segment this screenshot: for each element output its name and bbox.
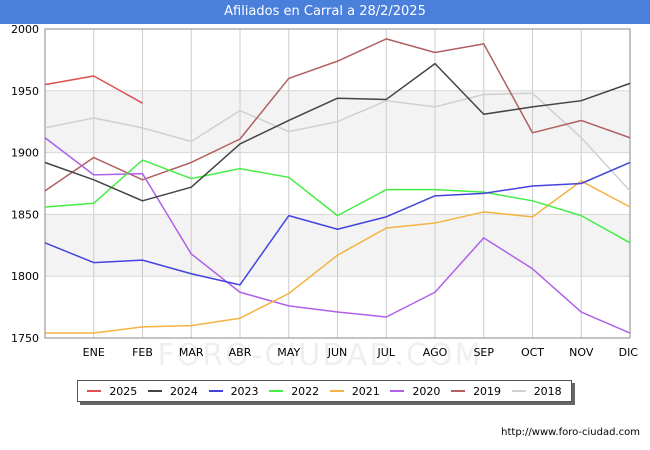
series-line-2018 xyxy=(44,92,631,192)
legend-item-2020: 2020 xyxy=(390,385,440,398)
plot-border xyxy=(44,28,631,339)
x-axis-ticks: ENE FEB MAR ABR MAY JUN JUL AGO SEP OCT NOV DIC xyxy=(83,346,639,359)
legend-label: 2022 xyxy=(291,384,320,398)
x-tick-label: MAR xyxy=(179,346,204,359)
legend-label: 2025 xyxy=(109,384,138,398)
series-line-2025 xyxy=(44,75,143,104)
legend-swatch xyxy=(451,390,466,392)
plot-frame xyxy=(44,28,631,339)
legend-label: 2020 xyxy=(412,384,441,398)
legend-label: 2024 xyxy=(169,384,198,398)
x-tick-label: JUL xyxy=(377,346,396,359)
legend: 2025 2024 2023 2022 2021 2020 2019 2018 xyxy=(77,380,572,402)
series-line-2023 xyxy=(44,161,631,286)
legend-item-2021: 2021 xyxy=(329,384,380,398)
x-tick-label: AGO xyxy=(423,346,448,359)
y-tick-label: 1800 xyxy=(11,270,39,283)
x-tick-label: ABR xyxy=(229,346,252,359)
legend-item-2018: 2018 xyxy=(511,384,562,398)
legend-swatch xyxy=(208,390,223,392)
y-tick-label: 1750 xyxy=(11,332,39,345)
series-line-2024 xyxy=(44,62,631,202)
y-tick-label: 1850 xyxy=(11,208,39,221)
chart-title: Afiliados en Carral a 28/2/2025 xyxy=(0,0,650,24)
series-line-2020 xyxy=(44,137,631,334)
x-tick-label: FEB xyxy=(132,346,153,359)
legend-label: 2019 xyxy=(473,384,502,398)
legend-swatch xyxy=(147,390,162,392)
y-tick-label: 1950 xyxy=(11,85,39,98)
legend-swatch xyxy=(511,390,526,392)
legend-item-2024: 2024 xyxy=(147,384,198,398)
legend-item-2019: 2019 xyxy=(451,385,501,398)
legend-swatch xyxy=(390,390,405,392)
legend-item-2022: 2022 xyxy=(269,385,319,398)
series-lines xyxy=(44,38,631,334)
legend-item-2025: 2025 xyxy=(87,385,137,398)
series-line-2021 xyxy=(45,180,631,334)
x-tick-label: ENE xyxy=(83,346,105,359)
x-tick-label: JUN xyxy=(327,346,348,359)
legend-swatch xyxy=(329,390,344,392)
series-line-2022 xyxy=(44,159,631,244)
y-axis-ticks: 1750 1800 1850 1900 1950 2000 xyxy=(11,23,39,345)
legend-label: 2023 xyxy=(230,384,259,398)
y-tick-label: 1900 xyxy=(11,147,39,160)
x-tick-label: MAY xyxy=(277,346,300,359)
legend-item-2023: 2023 xyxy=(208,384,259,398)
source-credit: http://www.foro-ciudad.com xyxy=(501,427,640,438)
x-tick-label: DIC xyxy=(619,346,639,359)
y-tick-label: 2000 xyxy=(11,23,39,36)
watermark: FORO-CIUDAD.COM xyxy=(158,338,483,373)
legend-label: 2018 xyxy=(533,384,562,398)
legend-swatch xyxy=(87,390,102,392)
legend-label: 2021 xyxy=(351,384,380,398)
x-tick-label: OCT xyxy=(521,346,544,359)
series-line-2019 xyxy=(44,38,631,192)
legend-swatch xyxy=(269,390,284,392)
x-tick-label: SEP xyxy=(473,346,494,359)
x-tick-label: NOV xyxy=(569,346,594,359)
